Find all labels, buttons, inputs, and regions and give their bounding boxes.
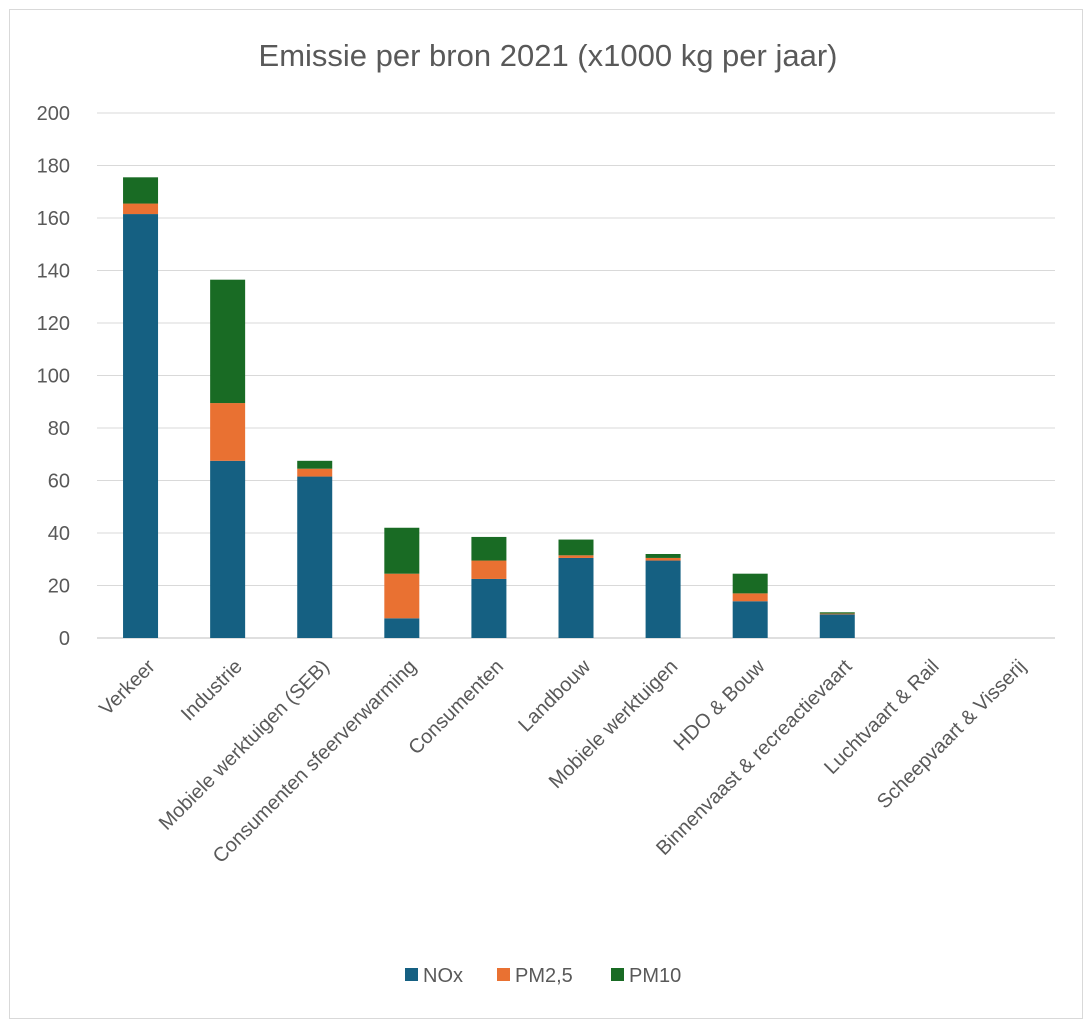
legend-label: PM2,5 — [515, 965, 573, 987]
bar-pm2-5-0 — [123, 203, 159, 215]
bars — [123, 177, 855, 638]
legend-swatch — [497, 968, 510, 981]
bar-pm10-0 — [123, 177, 159, 204]
y-tick-label: 0 — [59, 628, 70, 650]
y-tick-label: 120 — [37, 313, 70, 335]
bar-pm2-5-7 — [732, 593, 768, 602]
bar-nox-4 — [471, 578, 507, 638]
bar-pm10-3 — [384, 527, 420, 574]
x-tick-label: Landbouw — [514, 655, 595, 736]
y-tick-label: 100 — [37, 366, 70, 388]
legend: NOx PM2,5 PM10 — [405, 965, 681, 987]
bar-pm2-5-4 — [471, 560, 507, 579]
bar-nox-3 — [384, 618, 420, 638]
bar-pm2-5-3 — [384, 573, 420, 619]
bar-pm2-5-8 — [819, 613, 855, 615]
legend-swatch — [405, 968, 418, 981]
y-tick-label: 60 — [48, 471, 70, 493]
x-tick-label: Industrie — [177, 656, 247, 726]
y-tick-label: 80 — [48, 418, 70, 440]
bar-pm10-2 — [297, 460, 333, 469]
bar-pm2-5-2 — [297, 468, 333, 477]
bar-pm2-5-6 — [645, 557, 681, 561]
bar-nox-8 — [819, 614, 855, 638]
y-tick-label: 20 — [48, 576, 70, 598]
y-tick-label: 40 — [48, 523, 70, 545]
bar-pm10-6 — [645, 554, 681, 558]
legend-label: NOx — [423, 965, 463, 987]
bar-pm10-4 — [471, 536, 507, 561]
y-tick-label: 140 — [37, 261, 70, 283]
bar-pm10-7 — [732, 573, 768, 594]
y-tick-label: 160 — [37, 208, 70, 230]
bar-nox-1 — [210, 460, 246, 638]
x-tick-label: HDO & Bouw — [670, 655, 770, 755]
bar-pm10-1 — [210, 279, 246, 404]
chart-title: Emissie per bron 2021 (x1000 kg per jaar… — [259, 38, 838, 73]
bar-nox-0 — [123, 214, 159, 638]
y-tick-label: 180 — [37, 156, 70, 178]
gridlines — [97, 112, 1055, 639]
bar-nox-2 — [297, 476, 333, 638]
legend-swatch — [611, 968, 624, 981]
bar-pm2-5-5 — [558, 555, 594, 558]
bar-pm2-5-1 — [210, 403, 246, 461]
bar-nox-6 — [645, 560, 681, 638]
bar-nox-7 — [732, 601, 768, 638]
chart-frame — [9, 9, 1083, 1019]
x-tick-label: Mobiele werktuigen (SEB) — [155, 656, 334, 835]
y-axis-ticks: 0 20 40 60 80 100 120 140 160 180 200 — [37, 103, 70, 650]
x-tick-label: Verkeer — [95, 655, 160, 720]
y-tick-label: 200 — [37, 103, 70, 125]
bar-pm10-8 — [819, 612, 855, 614]
bar-nox-5 — [558, 557, 594, 638]
x-tick-label: Scheepvaart & Visserij — [873, 656, 1031, 814]
bar-pm10-5 — [558, 539, 594, 556]
legend-label: PM10 — [629, 965, 681, 987]
